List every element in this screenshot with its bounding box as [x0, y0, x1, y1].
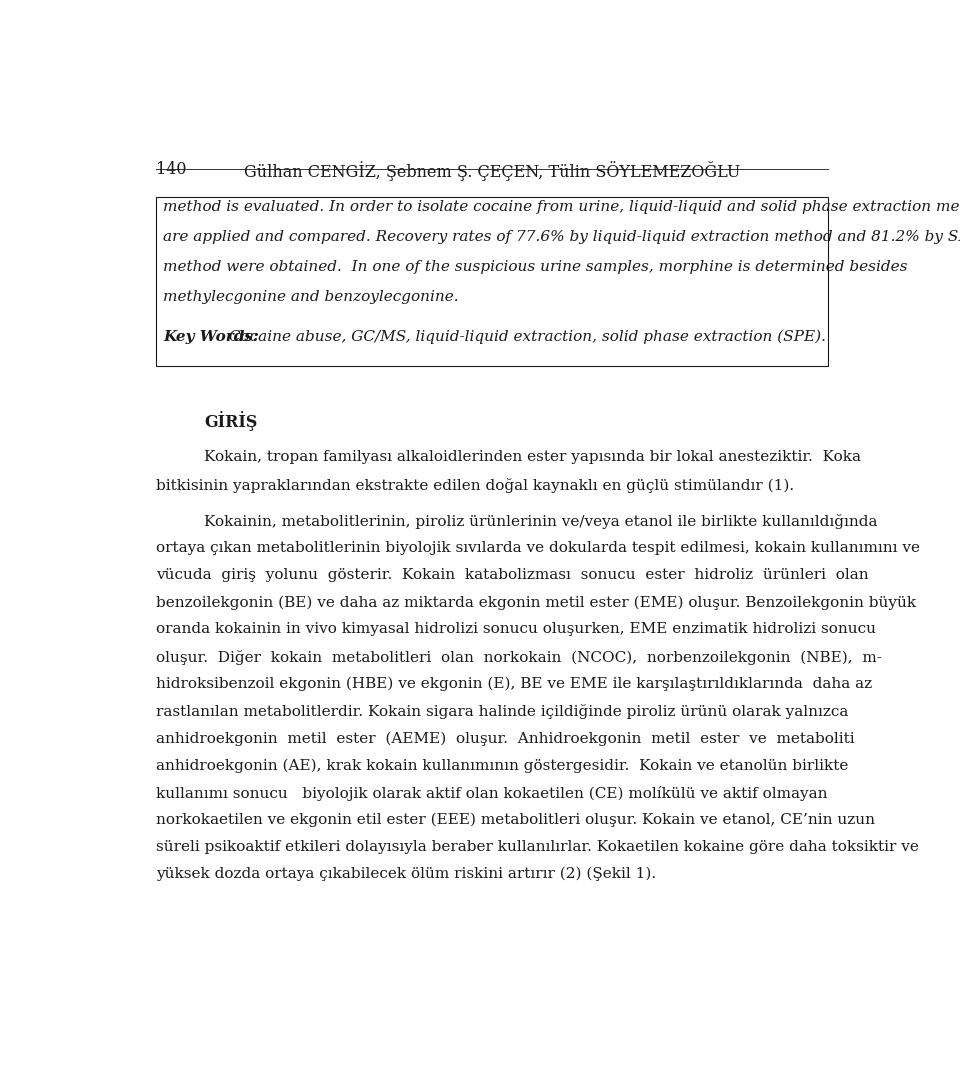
Text: Key Words:: Key Words:	[163, 330, 259, 344]
Text: yüksek dozda ortaya çıkabilecek ölüm riskini artırır (2) (Şekil 1).: yüksek dozda ortaya çıkabilecek ölüm ris…	[156, 867, 656, 881]
Text: Kokain, tropan familyası alkaloidlerinden ester yapısında bir lokal anesteziktir: Kokain, tropan familyası alkaloidlerinde…	[204, 450, 861, 464]
Text: anhidroekgonin (AE), krak kokain kullanımının göstergesidir.  Kokain ve etanolün: anhidroekgonin (AE), krak kokain kullanı…	[156, 758, 848, 773]
Text: oranda kokainin in vivo kimyasal hidrolizi sonucu oluşurken, EME enzimatik hidro: oranda kokainin in vivo kimyasal hidroli…	[156, 622, 876, 637]
Text: rastlanılan metabolitlerdir. Kokain sigara halinde içildiğinde piroliz ürünü ola: rastlanılan metabolitlerdir. Kokain siga…	[156, 704, 848, 719]
Text: anhidroekgonin  metil  ester  (AEME)  oluşur.  Anhidroekgonin  metil  ester  ve : anhidroekgonin metil ester (AEME) oluşur…	[156, 732, 854, 746]
Text: benzoilekgonin (BE) ve daha az miktarda ekgonin metil ester (EME) oluşur. Benzoi: benzoilekgonin (BE) ve daha az miktarda …	[156, 595, 916, 609]
Text: oluşur.  Diğer  kokain  metabolitleri  olan  norkokain  (NCOC),  norbenzoilekgon: oluşur. Diğer kokain metabolitleri olan …	[156, 650, 881, 665]
Text: are applied and compared. Recovery rates of 77.6% by liquid-liquid extraction me: are applied and compared. Recovery rates…	[163, 230, 960, 244]
Text: norkokaetilen ve ekgonin etil ester (EEE) metabolitleri oluşur. Kokain ve etanol: norkokaetilen ve ekgonin etil ester (EEE…	[156, 812, 875, 827]
Text: kullanımı sonucu   biyolojik olarak aktif olan kokaetilen (CE) molíkülü ve aktif: kullanımı sonucu biyolojik olarak aktif …	[156, 785, 828, 800]
Text: Gülhan CENGİZ, Şebnem Ş. ÇEÇEN, Tülin SÖYLEMEZOĞLU: Gülhan CENGİZ, Şebnem Ş. ÇEÇEN, Tülin SÖ…	[244, 162, 740, 181]
Text: Kokainin, metabolitlerinin, piroliz ürünlerinin ve/veya etanol ile birlikte kull: Kokainin, metabolitlerinin, piroliz ürün…	[204, 513, 877, 529]
Text: bitkisinin yapraklarından ekstrakte edilen doğal kaynaklı en güçlü stimülandır (: bitkisinin yapraklarından ekstrakte edil…	[156, 477, 794, 492]
Text: ortaya çıkan metabolitlerinin biyolojik sıvılarda ve dokularda tespit edilmesi, : ortaya çıkan metabolitlerinin biyolojik …	[156, 541, 920, 555]
Bar	[156, 197, 828, 366]
Text: methylecgonine and benzoylecgonine.: methylecgonine and benzoylecgonine.	[163, 289, 459, 304]
Text: 140: 140	[156, 162, 186, 178]
Text: GİRİŞ: GİRİŞ	[204, 412, 257, 431]
Text: süreli psikoaktif etkileri dolayısıyla beraber kullanılırlar. Kokaetilen kokaine: süreli psikoaktif etkileri dolayısıyla b…	[156, 840, 919, 854]
Text: method were obtained.  In one of the suspicious urine samples, morphine is deter: method were obtained. In one of the susp…	[163, 260, 907, 274]
Text: method is evaluated. In order to isolate cocaine from urine, liquid-liquid and s: method is evaluated. In order to isolate…	[163, 200, 960, 214]
Text: hidroksibenzoil ekgonin (HBE) ve ekgonin (E), BE ve EME ile karşılaştırıldıkları: hidroksibenzoil ekgonin (HBE) ve ekgonin…	[156, 677, 872, 691]
Text: Cocaine abuse, GC/MS, liquid-liquid extraction, solid phase extraction (SPE).: Cocaine abuse, GC/MS, liquid-liquid extr…	[225, 330, 827, 344]
Text: vücuda  giriş  yolunu  gösterir.  Kokain  katabolizması  sonucu  ester  hidroliz: vücuda giriş yolunu gösterir. Kokain kat…	[156, 568, 869, 582]
